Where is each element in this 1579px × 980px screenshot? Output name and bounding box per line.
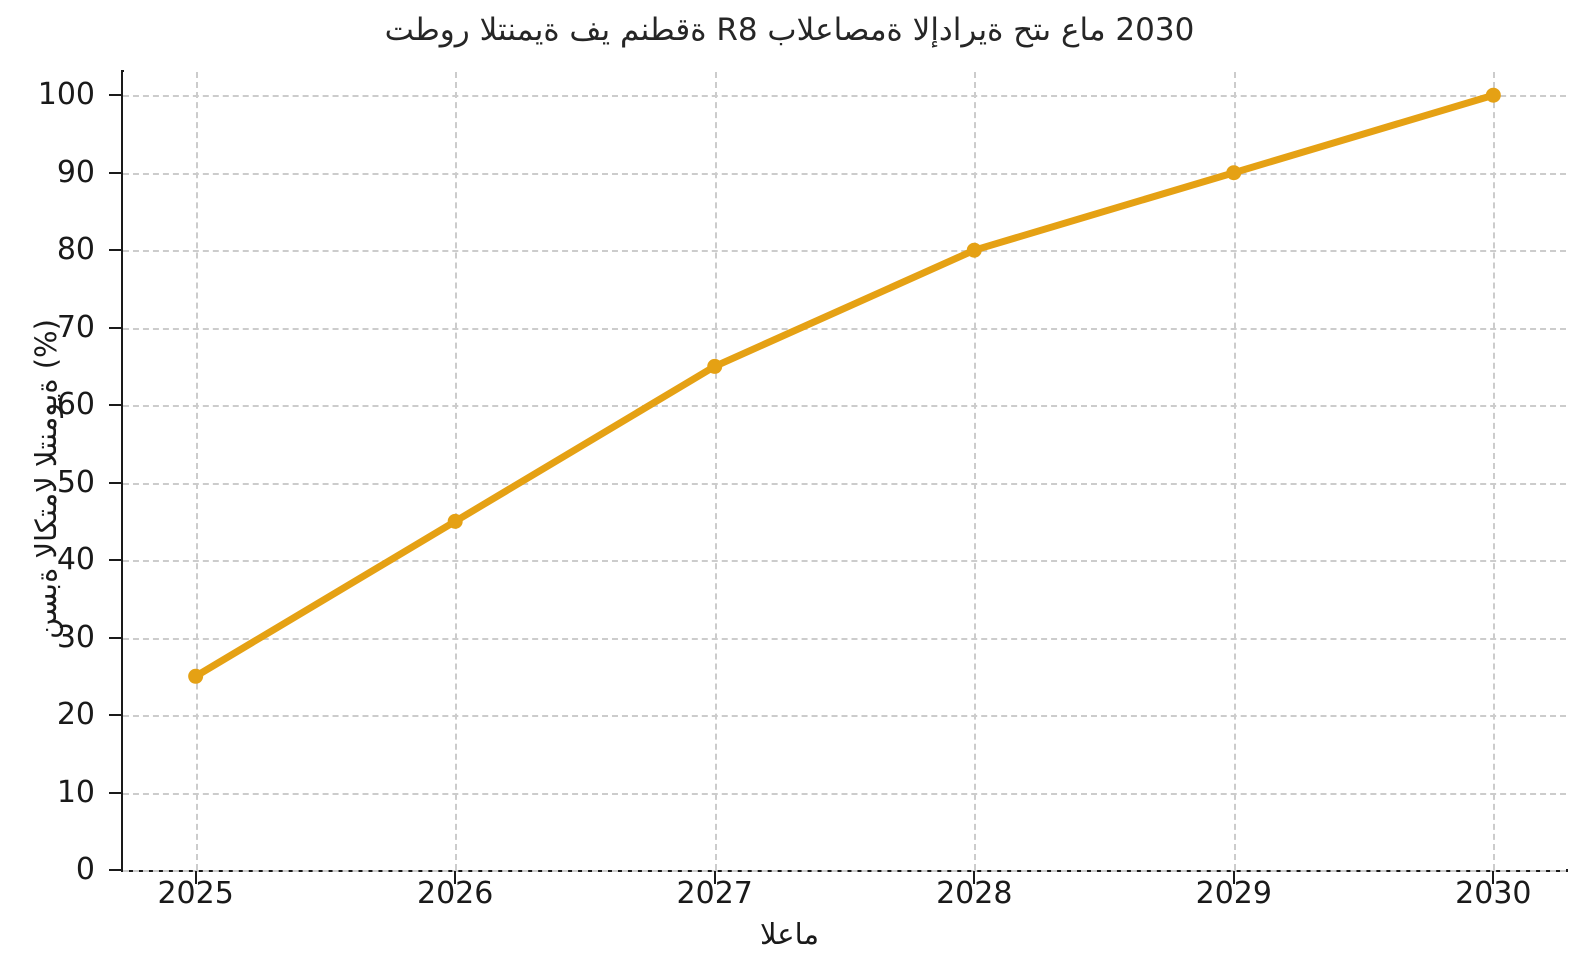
x-tick-mark <box>973 871 976 884</box>
gridline-horizontal <box>123 172 1566 175</box>
x-tick-mark <box>713 871 716 884</box>
gridline-vertical <box>714 72 717 870</box>
y-tick-mark <box>109 171 122 174</box>
gridline-vertical <box>1233 72 1236 870</box>
gridline-horizontal <box>123 637 1566 640</box>
chart-title: تطور التنمية في منطقة R8 بالعاصمة الإدار… <box>384 12 1195 48</box>
gridline-vertical <box>1493 72 1496 870</box>
data-markers <box>188 87 1501 684</box>
y-tick-label: 20 <box>56 697 95 733</box>
gridline-horizontal <box>123 250 1566 253</box>
data-line <box>192 91 1497 680</box>
y-tick-mark <box>109 714 122 717</box>
x-tick-label: 2029 <box>1195 876 1272 911</box>
data-point <box>707 358 723 374</box>
y-tick-mark <box>109 326 122 329</box>
y-tick-label: 60 <box>56 387 95 423</box>
x-tick-label: 2026 <box>417 876 494 911</box>
y-tick-label: 30 <box>56 619 95 655</box>
series-layer <box>188 87 1501 684</box>
x-tick-label: 2027 <box>676 876 753 911</box>
x-tick-label: 2025 <box>157 876 234 911</box>
y-tick-label: 80 <box>56 232 95 268</box>
gridline-vertical <box>195 72 198 870</box>
gridline-horizontal <box>123 560 1566 563</box>
y-axis-spine <box>121 70 124 872</box>
gridline-horizontal <box>123 715 1566 718</box>
gridline-horizontal <box>123 792 1566 795</box>
y-tick-mark <box>109 636 122 639</box>
x-tick-mark <box>1232 871 1235 884</box>
gridline-horizontal <box>123 327 1566 330</box>
x-tick-mark <box>1492 871 1495 884</box>
y-tick-label: 50 <box>56 464 95 500</box>
data-point <box>966 242 982 258</box>
y-tick-mark <box>109 869 122 871</box>
x-tick-label: 2030 <box>1455 876 1532 911</box>
y-tick-mark <box>109 404 122 407</box>
gridline-horizontal <box>123 405 1566 408</box>
data-point <box>447 513 463 529</box>
y-tick-label: 0 <box>75 852 95 887</box>
gridline-vertical <box>455 72 458 870</box>
x-tick-mark <box>194 871 197 884</box>
gridline-horizontal <box>123 482 1566 485</box>
y-axis-label: نسبة الاكتمال التنموية (%) <box>29 319 63 639</box>
x-tick-mark <box>454 871 457 884</box>
x-tick-label: 2028 <box>936 876 1013 911</box>
y-tick-label: 90 <box>56 154 95 190</box>
y-tick-mark <box>109 94 122 97</box>
y-tick-label: 100 <box>37 77 95 113</box>
data-point <box>188 668 204 684</box>
y-tick-label: 40 <box>56 542 95 578</box>
y-tick-mark <box>109 559 122 562</box>
y-tick-label: 10 <box>56 774 95 810</box>
data-point <box>1485 87 1501 103</box>
y-tick-mark <box>109 481 122 484</box>
x-axis-label: العام <box>760 917 819 951</box>
data-point <box>1226 165 1242 181</box>
y-tick-label: 70 <box>56 309 95 345</box>
gridline-vertical <box>974 72 977 870</box>
y-tick-mark <box>109 249 122 252</box>
gridline-horizontal <box>123 870 1566 872</box>
gridline-horizontal <box>123 95 1566 98</box>
plot-area <box>123 72 1566 872</box>
y-tick-mark <box>109 791 122 794</box>
